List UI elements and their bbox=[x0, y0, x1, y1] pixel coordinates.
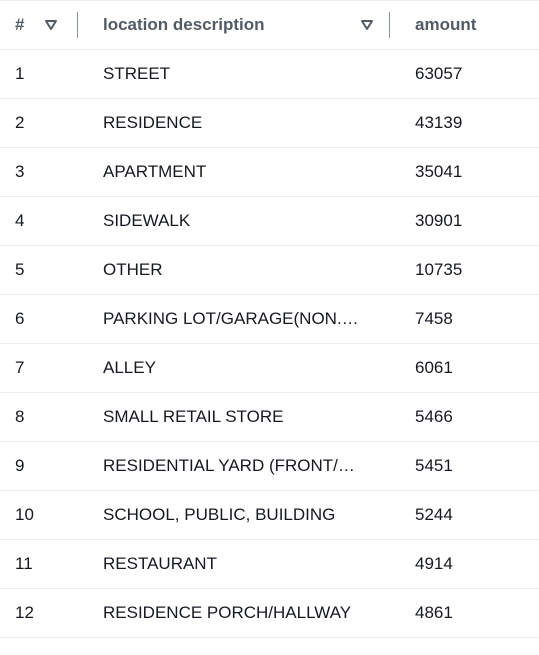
row-number-cell: 5 bbox=[0, 260, 87, 280]
amount-cell: 43139 bbox=[399, 113, 539, 133]
location-cell: ALLEY bbox=[87, 358, 399, 378]
column-divider[interactable] bbox=[389, 12, 390, 38]
row-number: 7 bbox=[15, 358, 25, 377]
row-number-cell: 3 bbox=[0, 162, 87, 182]
row-number: 8 bbox=[15, 407, 25, 426]
location-cell: RESTAURANT bbox=[87, 554, 399, 574]
location-description: SMALL RETAIL STORE bbox=[103, 407, 284, 426]
amount-cell: 7458 bbox=[399, 309, 539, 329]
row-number-cell: 6 bbox=[0, 309, 87, 329]
row-number-cell: 4 bbox=[0, 211, 87, 231]
amount-cell: 5451 bbox=[399, 456, 539, 476]
location-cell: RESIDENCE PORCH/HALLWAY bbox=[87, 603, 399, 623]
amount-value: 5466 bbox=[415, 407, 453, 426]
amount-cell: 5244 bbox=[399, 505, 539, 525]
row-number-cell: 9 bbox=[0, 456, 87, 476]
row-number: 6 bbox=[15, 309, 25, 328]
table-body: 1 STREET 63057 2 RESIDENCE 43139 3 APARTMENT 350… bbox=[0, 50, 539, 638]
table-header-row: # location description amount bbox=[0, 1, 539, 50]
amount-value: 4861 bbox=[415, 603, 453, 622]
column-header-location[interactable]: location description bbox=[87, 1, 399, 49]
row-number: 9 bbox=[15, 456, 25, 475]
table-row: 10 SCHOOL, PUBLIC, BUILDING 5244 bbox=[0, 491, 539, 540]
row-number: 11 bbox=[15, 554, 33, 573]
amount-value: 35041 bbox=[415, 162, 463, 181]
column-divider[interactable] bbox=[77, 12, 78, 38]
table-row: 6 PARKING LOT/GARAGE(NON.RESIDENTIAL) 7458 bbox=[0, 295, 539, 344]
location-description: PARKING LOT/GARAGE(NON.RESIDENTIAL) bbox=[103, 309, 365, 328]
amount-cell: 35041 bbox=[399, 162, 539, 182]
amount-cell: 10735 bbox=[399, 260, 539, 280]
row-number-cell: 8 bbox=[0, 407, 87, 427]
table-row: 11 RESTAURANT 4914 bbox=[0, 540, 539, 589]
amount-value: 43139 bbox=[415, 113, 463, 132]
table-row: 9 RESIDENTIAL YARD (FRONT/BACK) 5451 bbox=[0, 442, 539, 491]
amount-value: 4914 bbox=[415, 554, 453, 573]
sort-down-icon[interactable] bbox=[44, 18, 58, 32]
table-row: 5 OTHER 10735 bbox=[0, 246, 539, 295]
location-description: RESIDENTIAL YARD (FRONT/BACK) bbox=[103, 456, 365, 475]
location-cell: RESIDENTIAL YARD (FRONT/BACK) bbox=[87, 456, 399, 476]
row-number: 4 bbox=[15, 211, 25, 230]
row-number: 12 bbox=[15, 603, 34, 622]
amount-value: 5451 bbox=[415, 456, 453, 475]
table-row: 2 RESIDENCE 43139 bbox=[0, 99, 539, 148]
row-number: 1 bbox=[15, 64, 25, 83]
amount-value: 63057 bbox=[415, 64, 463, 83]
location-description: STREET bbox=[103, 64, 171, 83]
row-number: 5 bbox=[15, 260, 25, 279]
amount-cell: 6061 bbox=[399, 358, 539, 378]
column-header-location-label: location description bbox=[103, 15, 265, 34]
location-description: ALLEY bbox=[103, 358, 156, 377]
amount-value: 30901 bbox=[415, 211, 463, 230]
amount-cell: 4914 bbox=[399, 554, 539, 574]
row-number-cell: 1 bbox=[0, 64, 87, 84]
table-row: 8 SMALL RETAIL STORE 5466 bbox=[0, 393, 539, 442]
table-row: 3 APARTMENT 35041 bbox=[0, 148, 539, 197]
amount-value: 6061 bbox=[415, 358, 453, 377]
sort-down-icon[interactable] bbox=[360, 18, 374, 32]
column-header-number-label: # bbox=[15, 15, 25, 34]
amount-value: 7458 bbox=[415, 309, 453, 328]
results-table: # location description amount 1 STREET 630… bbox=[0, 0, 539, 638]
table-row: 4 SIDEWALK 30901 bbox=[0, 197, 539, 246]
location-cell: OTHER bbox=[87, 260, 399, 280]
column-header-number[interactable]: # bbox=[0, 1, 87, 49]
amount-cell: 30901 bbox=[399, 211, 539, 231]
location-cell: RESIDENCE bbox=[87, 113, 399, 133]
amount-value: 10735 bbox=[415, 260, 463, 279]
row-number-cell: 7 bbox=[0, 358, 87, 378]
table-row: 1 STREET 63057 bbox=[0, 50, 539, 99]
amount-cell: 4861 bbox=[399, 603, 539, 623]
location-description: SCHOOL, PUBLIC, BUILDING bbox=[103, 505, 336, 524]
amount-cell: 63057 bbox=[399, 64, 539, 84]
row-number-cell: 12 bbox=[0, 603, 87, 623]
table-row: 12 RESIDENCE PORCH/HALLWAY 4861 bbox=[0, 589, 539, 638]
column-header-amount-label: amount bbox=[415, 15, 477, 34]
row-number-cell: 2 bbox=[0, 113, 87, 133]
location-description: RESIDENCE bbox=[103, 113, 203, 132]
row-number: 2 bbox=[15, 113, 25, 132]
location-description: RESIDENCE PORCH/HALLWAY bbox=[103, 603, 352, 622]
location-cell: SMALL RETAIL STORE bbox=[87, 407, 399, 427]
location-cell: STREET bbox=[87, 64, 399, 84]
column-header-amount[interactable]: amount bbox=[399, 1, 539, 49]
location-description: APARTMENT bbox=[103, 162, 207, 181]
location-cell: APARTMENT bbox=[87, 162, 399, 182]
row-number-cell: 11 bbox=[0, 554, 87, 574]
location-cell: PARKING LOT/GARAGE(NON.RESIDENTIAL) bbox=[87, 309, 399, 329]
location-description: OTHER bbox=[103, 260, 163, 279]
row-number: 10 bbox=[15, 505, 34, 524]
location-description: RESTAURANT bbox=[103, 554, 217, 573]
location-cell: SIDEWALK bbox=[87, 211, 399, 231]
amount-cell: 5466 bbox=[399, 407, 539, 427]
table-row: 7 ALLEY 6061 bbox=[0, 344, 539, 393]
location-cell: SCHOOL, PUBLIC, BUILDING bbox=[87, 505, 399, 525]
location-description: SIDEWALK bbox=[103, 211, 191, 230]
row-number-cell: 10 bbox=[0, 505, 87, 525]
amount-value: 5244 bbox=[415, 505, 453, 524]
row-number: 3 bbox=[15, 162, 25, 181]
